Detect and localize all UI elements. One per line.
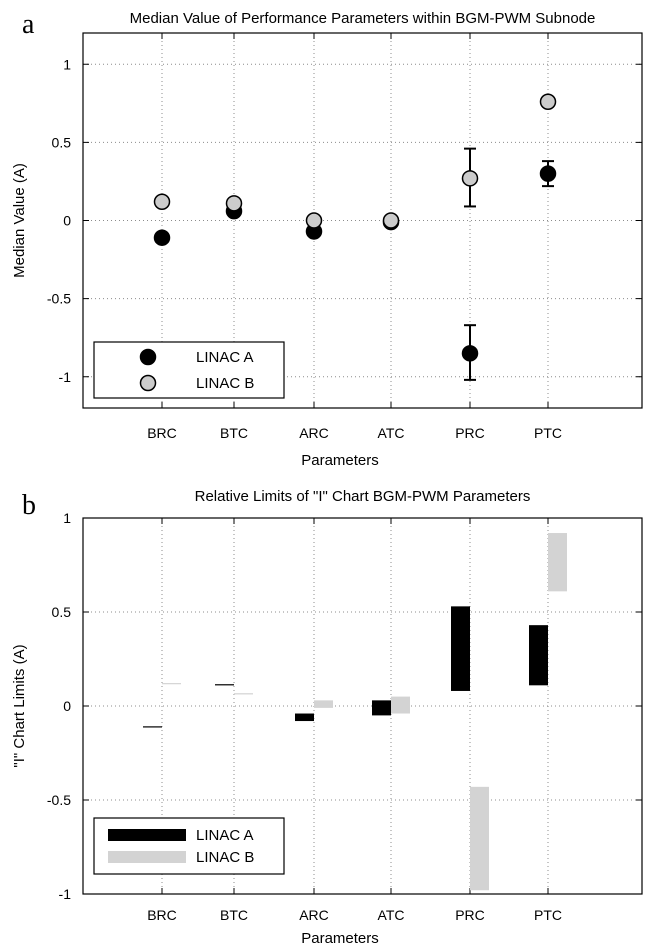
legend-swatch (108, 829, 186, 841)
panel-letter: b (22, 490, 36, 521)
limit-bar-linac-b (162, 683, 181, 685)
data-point-linac-b (382, 212, 400, 229)
legend-label: LINAC B (196, 849, 254, 866)
data-point-linac-b (539, 93, 557, 110)
y-tick-label: -1 (59, 886, 72, 902)
limit-bar-linac-a (529, 625, 548, 686)
x-tick-label-prc: PRC (455, 425, 485, 441)
y-tick-label: -0.5 (47, 291, 71, 307)
limit-bar-linac-b (234, 693, 253, 695)
data-point-linac-a (461, 345, 479, 362)
x-axis-label: Parameters (301, 452, 379, 469)
x-tick-label-btc: BTC (220, 907, 248, 923)
x-tick-label-btc: BTC (220, 425, 248, 441)
data-point-linac-a (153, 229, 171, 246)
limit-bar-linac-a (372, 700, 391, 716)
limit-bar-linac-b (470, 786, 489, 891)
x-tick-label-brc: BRC (147, 425, 177, 441)
limit-bar-linac-a (143, 726, 162, 728)
legend-label: LINAC A (196, 827, 254, 844)
y-axis-label: "I" Chart Limits (A) (11, 644, 28, 767)
x-tick-label-ptc: PTC (534, 907, 562, 923)
limit-bar-linac-b (314, 700, 333, 708)
y-tick-label: 1 (63, 56, 71, 72)
limit-bar-linac-a (295, 713, 314, 722)
data-point-linac-b (305, 212, 323, 229)
y-axis-label: Median Value (A) (11, 163, 28, 278)
legend-marker (139, 374, 157, 392)
chart-title: Median Value of Performance Parameters w… (130, 10, 596, 27)
legend-swatch (108, 851, 186, 863)
y-tick-label: 0 (63, 213, 71, 229)
y-tick-label: 1 (63, 510, 71, 526)
limit-bar-linac-a (451, 606, 470, 691)
y-tick-label: 0.5 (52, 604, 72, 620)
y-tick-label: -1 (59, 369, 72, 385)
data-point-linac-b (461, 170, 479, 187)
data-point-linac-a (539, 165, 557, 182)
x-tick-label-arc: ARC (299, 907, 329, 923)
y-tick-label: 0.5 (52, 134, 72, 150)
x-tick-label-brc: BRC (147, 907, 177, 923)
x-tick-label-ptc: PTC (534, 425, 562, 441)
legend-marker (139, 348, 157, 366)
x-axis-label: Parameters (301, 930, 379, 947)
limit-bar-linac-a (215, 684, 234, 686)
legend (93, 341, 285, 399)
x-tick-label-arc: ARC (299, 425, 329, 441)
y-tick-label: 0 (63, 698, 71, 714)
data-point-linac-b (153, 193, 171, 210)
limit-bar-linac-b (391, 696, 410, 714)
x-tick-label-prc: PRC (455, 907, 485, 923)
x-tick-label-atc: ATC (378, 907, 405, 923)
legend-label: LINAC A (196, 349, 254, 366)
panel-letter: a (22, 9, 35, 40)
legend-label: LINAC B (196, 375, 254, 392)
x-tick-label-atc: ATC (378, 425, 405, 441)
legend (93, 817, 285, 875)
limit-bar-linac-b (548, 533, 567, 592)
chart-title: Relative Limits of "I" Chart BGM-PWM Par… (195, 488, 531, 505)
data-point-linac-b (225, 195, 243, 212)
y-tick-label: -0.5 (47, 792, 71, 808)
